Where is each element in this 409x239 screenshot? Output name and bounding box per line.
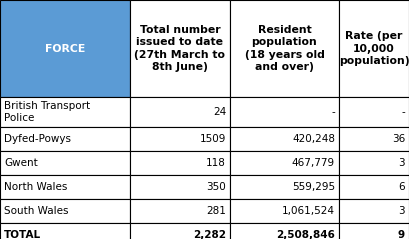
Text: 3: 3 — [398, 206, 405, 216]
Bar — [339, 199, 409, 223]
Text: 24: 24 — [213, 107, 226, 117]
Text: -: - — [331, 107, 335, 117]
Bar — [230, 223, 339, 239]
Bar — [230, 0, 339, 97]
Text: North Wales: North Wales — [4, 182, 67, 192]
Text: 2,508,846: 2,508,846 — [276, 230, 335, 239]
Bar — [230, 151, 339, 175]
Bar — [130, 175, 230, 199]
Text: 420,248: 420,248 — [292, 134, 335, 144]
Bar — [130, 0, 230, 97]
Text: 3: 3 — [398, 158, 405, 168]
Text: Rate (per
10,000
population): Rate (per 10,000 population) — [339, 31, 409, 66]
Bar — [130, 151, 230, 175]
Bar — [0, 199, 130, 223]
Text: Resident
population
(18 years old
and over): Resident population (18 years old and ov… — [245, 25, 324, 72]
Bar — [0, 97, 130, 127]
Bar — [0, 223, 130, 239]
Bar — [0, 175, 130, 199]
Text: 559,295: 559,295 — [292, 182, 335, 192]
Text: 350: 350 — [206, 182, 226, 192]
Bar — [130, 127, 230, 151]
Bar — [230, 127, 339, 151]
Bar — [339, 127, 409, 151]
Text: FORCE: FORCE — [45, 43, 85, 54]
Text: TOTAL: TOTAL — [4, 230, 41, 239]
Text: British Transport
Police: British Transport Police — [4, 101, 90, 123]
Bar — [0, 127, 130, 151]
Bar — [0, 151, 130, 175]
Text: 467,779: 467,779 — [292, 158, 335, 168]
Text: Gwent: Gwent — [4, 158, 38, 168]
Text: 9: 9 — [398, 230, 405, 239]
Bar — [130, 223, 230, 239]
Bar — [130, 97, 230, 127]
Bar — [339, 97, 409, 127]
Text: 1509: 1509 — [200, 134, 226, 144]
Bar — [339, 151, 409, 175]
Text: 1,061,524: 1,061,524 — [282, 206, 335, 216]
Bar — [130, 199, 230, 223]
Text: 2,282: 2,282 — [193, 230, 226, 239]
Text: South Wales: South Wales — [4, 206, 68, 216]
Text: Dyfed-Powys: Dyfed-Powys — [4, 134, 71, 144]
Bar — [0, 0, 130, 97]
Bar — [339, 175, 409, 199]
Text: 6: 6 — [398, 182, 405, 192]
Bar — [339, 0, 409, 97]
Bar — [230, 97, 339, 127]
Text: 118: 118 — [206, 158, 226, 168]
Bar — [339, 223, 409, 239]
Text: 36: 36 — [392, 134, 405, 144]
Bar — [230, 175, 339, 199]
Text: Total number
issued to date
(27th March to
8th June): Total number issued to date (27th March … — [135, 25, 225, 72]
Text: -: - — [401, 107, 405, 117]
Bar — [230, 199, 339, 223]
Text: 281: 281 — [206, 206, 226, 216]
